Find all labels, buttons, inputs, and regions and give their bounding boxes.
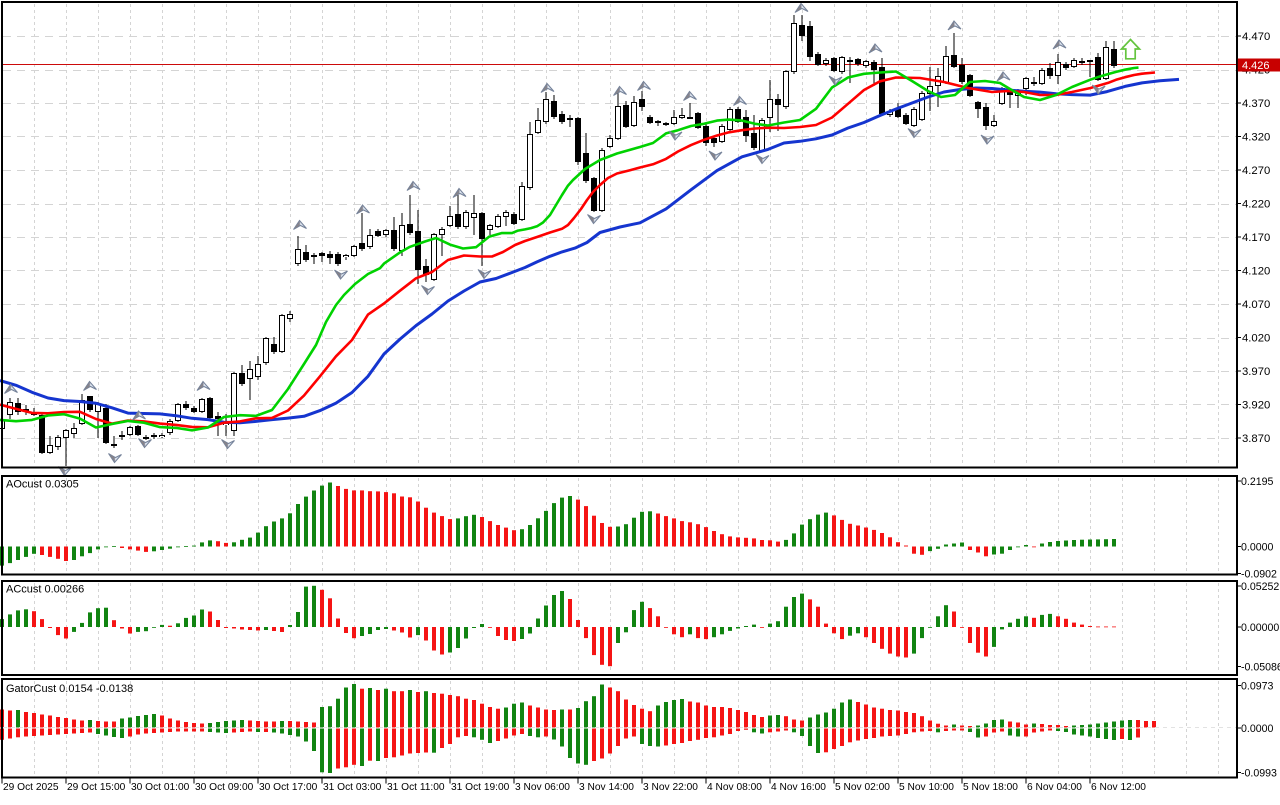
svg-text:4.470: 4.470 bbox=[1242, 31, 1270, 43]
svg-text:4 Nov 08:00: 4 Nov 08:00 bbox=[707, 782, 762, 793]
svg-text:31 Oct 19:00: 31 Oct 19:00 bbox=[451, 782, 510, 793]
svg-text:31 Oct 03:00: 31 Oct 03:00 bbox=[323, 782, 382, 793]
svg-text:-0.0993: -0.0993 bbox=[1241, 768, 1277, 780]
svg-text:31 Oct 11:00: 31 Oct 11:00 bbox=[387, 782, 445, 793]
svg-text:4.320: 4.320 bbox=[1242, 132, 1270, 144]
svg-text:3 Nov 22:00: 3 Nov 22:00 bbox=[643, 782, 698, 793]
svg-text:3 Nov 06:00: 3 Nov 06:00 bbox=[515, 782, 570, 793]
svg-text:3.920: 3.920 bbox=[1242, 400, 1270, 412]
svg-text:4.370: 4.370 bbox=[1242, 98, 1270, 110]
svg-text:29 Oct 2025: 29 Oct 2025 bbox=[3, 782, 59, 793]
svg-text:5 Nov 10:00: 5 Nov 10:00 bbox=[899, 782, 954, 793]
svg-text:0.05252: 0.05252 bbox=[1241, 581, 1279, 593]
svg-text:30 Oct 17:00: 30 Oct 17:00 bbox=[259, 782, 318, 793]
svg-text:4.120: 4.120 bbox=[1242, 266, 1270, 278]
svg-text:6 Nov 04:00: 6 Nov 04:00 bbox=[1027, 782, 1082, 793]
svg-text:30 Oct 09:00: 30 Oct 09:00 bbox=[195, 782, 254, 793]
svg-text:4.426: 4.426 bbox=[1242, 60, 1270, 72]
svg-text:0.00000: 0.00000 bbox=[1241, 622, 1279, 634]
svg-text:-0.0902: -0.0902 bbox=[1241, 569, 1277, 581]
svg-text:3.970: 3.970 bbox=[1242, 366, 1270, 378]
svg-text:0.2195: 0.2195 bbox=[1241, 476, 1274, 488]
svg-text:3.870: 3.870 bbox=[1242, 433, 1270, 445]
svg-text:0.0000: 0.0000 bbox=[1241, 542, 1274, 554]
svg-text:ACcust 0.00266: ACcust 0.00266 bbox=[6, 584, 84, 596]
svg-text:4.020: 4.020 bbox=[1242, 333, 1270, 345]
svg-text:4.220: 4.220 bbox=[1242, 199, 1270, 211]
svg-text:4.170: 4.170 bbox=[1242, 232, 1270, 244]
svg-text:30 Oct 01:00: 30 Oct 01:00 bbox=[131, 782, 190, 793]
svg-text:4 Nov 16:00: 4 Nov 16:00 bbox=[771, 782, 826, 793]
svg-text:5 Nov 02:00: 5 Nov 02:00 bbox=[835, 782, 890, 793]
svg-text:-0.05086: -0.05086 bbox=[1241, 662, 1280, 674]
svg-text:0.0973: 0.0973 bbox=[1241, 681, 1274, 693]
svg-text:3 Nov 14:00: 3 Nov 14:00 bbox=[579, 782, 634, 793]
svg-text:4.070: 4.070 bbox=[1242, 299, 1270, 311]
svg-text:4.270: 4.270 bbox=[1242, 165, 1270, 177]
svg-text:5 Nov 18:00: 5 Nov 18:00 bbox=[963, 782, 1018, 793]
svg-text:GatorCust 0.0154 -0.0138: GatorCust 0.0154 -0.0138 bbox=[6, 683, 133, 695]
svg-text:0.0000: 0.0000 bbox=[1241, 723, 1274, 735]
svg-text:29 Oct 15:00: 29 Oct 15:00 bbox=[67, 782, 126, 793]
svg-text:AOcust 0.0305: AOcust 0.0305 bbox=[6, 479, 79, 491]
svg-text:6 Nov 12:00: 6 Nov 12:00 bbox=[1091, 782, 1146, 793]
